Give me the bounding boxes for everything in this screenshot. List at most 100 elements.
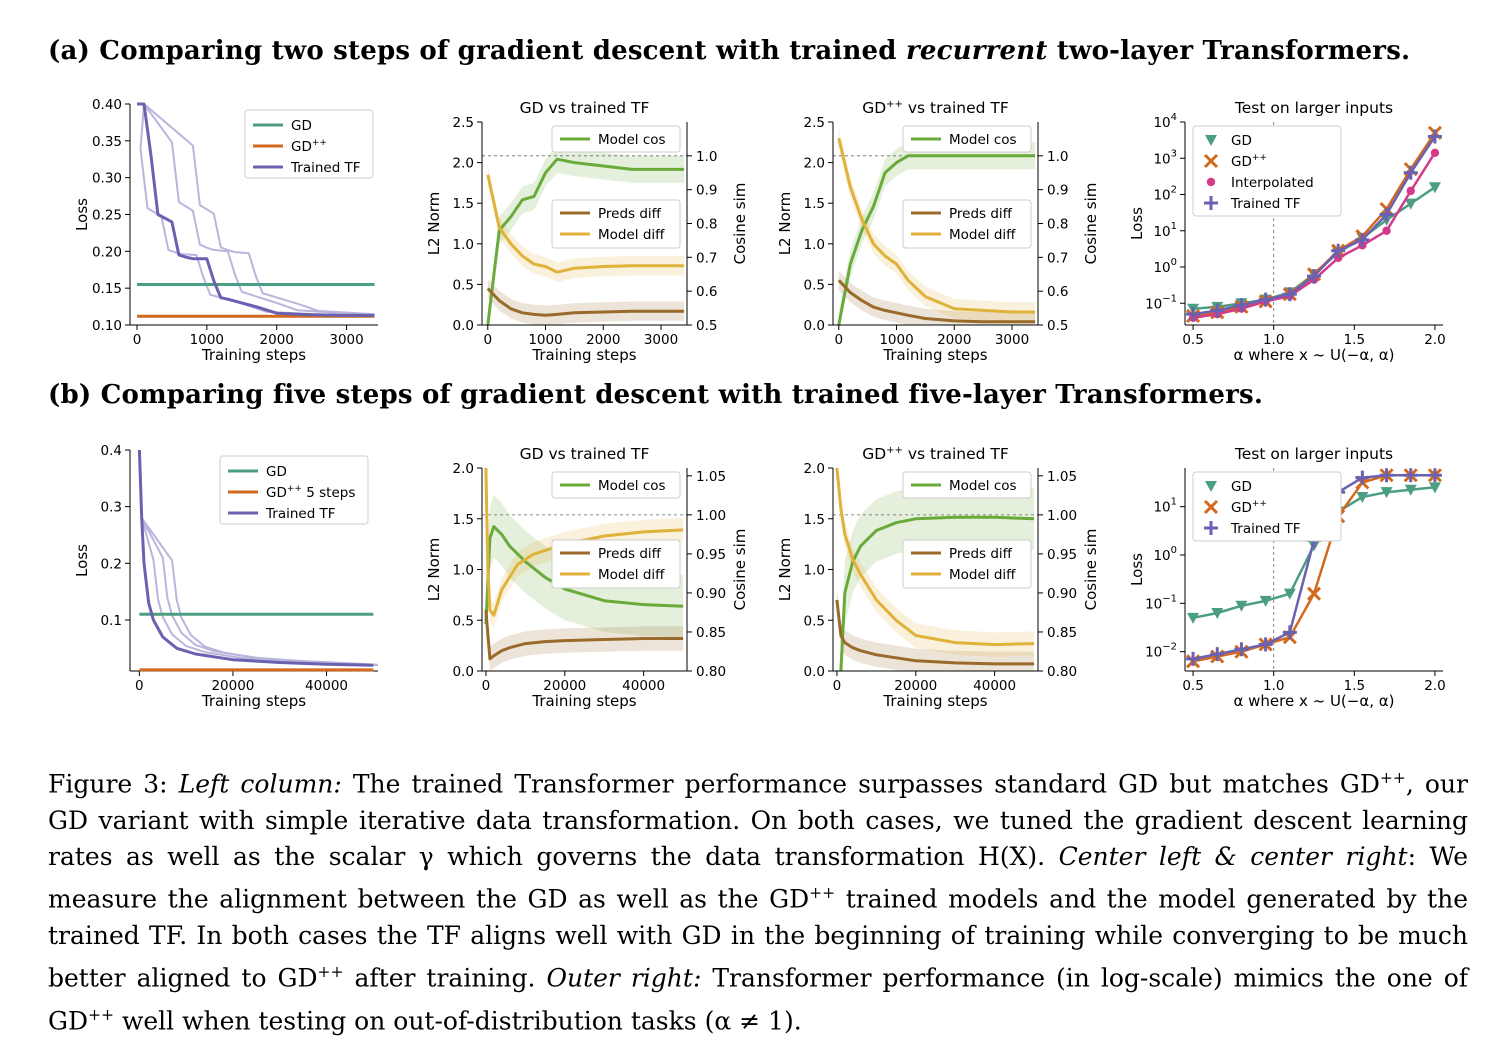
data-point xyxy=(1404,198,1417,210)
uncertainty-band xyxy=(840,486,1035,671)
data-point xyxy=(1355,470,1370,485)
y-tick-label: 0.0 xyxy=(804,664,825,680)
legend-label: GD++ 5 steps xyxy=(266,484,355,501)
uncertainty-band xyxy=(485,597,684,671)
chart-title: Test on larger inputs xyxy=(1234,445,1393,463)
y-tick-label: 2.0 xyxy=(453,461,474,477)
y2-tick-label: 0.90 xyxy=(696,586,726,602)
y2-tick-label: 1.05 xyxy=(696,469,726,485)
data-point xyxy=(1282,287,1297,302)
y-tick-label: 0.4 xyxy=(101,443,122,459)
legend-label: Model diff xyxy=(598,227,665,243)
y-tick-label: 10−1 xyxy=(1145,593,1177,612)
y-tick-label: 2.0 xyxy=(804,461,825,477)
series-line xyxy=(486,157,685,326)
legend-label: Model cos xyxy=(598,478,666,494)
legend-label: Trained TF xyxy=(1230,196,1301,212)
data-point xyxy=(1355,232,1370,247)
chart-title: Test on larger inputs xyxy=(1234,99,1393,117)
x-axis-label: Training steps xyxy=(201,346,306,364)
x-tick-label: 0 xyxy=(834,332,843,348)
legend-label: GD xyxy=(1231,479,1252,495)
y-tick-label: 2.0 xyxy=(804,156,825,172)
x-tick-label: 20000 xyxy=(211,678,254,694)
data-point xyxy=(1404,484,1417,496)
chart-b-gd-vs-tf: GD vs trained TF 0.0 0.5 1.0 1.5 2.0 0.80 0.85 0… xyxy=(425,445,749,710)
series-line xyxy=(484,467,684,617)
y2-axis-label: Cosine sim xyxy=(1082,529,1100,611)
y-tick-label: 0.15 xyxy=(92,281,122,297)
y2-tick-label: 0.8 xyxy=(696,217,717,233)
legend-box xyxy=(551,125,681,153)
data-point xyxy=(1333,253,1343,263)
series-line xyxy=(837,279,1036,324)
y-tick-label: 102 xyxy=(1153,185,1177,204)
y-tick-label: 1.5 xyxy=(453,512,474,528)
legend-label: Model cos xyxy=(949,478,1017,494)
data-point xyxy=(1186,651,1201,666)
y2-axis-label: Cosine sim xyxy=(1082,183,1100,265)
series-line xyxy=(486,174,685,274)
legend-marker xyxy=(1203,499,1219,515)
x-axis-label: Training steps xyxy=(882,692,987,710)
x-axis-label: Training steps xyxy=(531,692,636,710)
y2-tick-label: 0.5 xyxy=(1047,318,1068,334)
legend-label: GD xyxy=(266,464,287,480)
legend-label: GD++ xyxy=(1231,499,1267,516)
series-line xyxy=(835,467,1035,647)
uncertainty-band xyxy=(487,278,685,325)
data-point xyxy=(1210,647,1225,662)
data-point xyxy=(1382,226,1391,235)
y-tick-label: 10−1 xyxy=(1145,293,1177,312)
data-point xyxy=(1282,625,1297,640)
y-tick-label: 2.5 xyxy=(804,115,825,131)
faded-run-line xyxy=(137,103,375,316)
series-line xyxy=(835,599,1035,666)
data-point xyxy=(1234,298,1249,313)
x-tick-label: 3000 xyxy=(329,332,363,348)
series-line xyxy=(486,287,685,317)
chart-a-loss: 0.10 0.15 0.20 0.25 0.30 0.35 0.40 0 1000 2000 300… xyxy=(73,97,378,364)
y-tick-label: 0.0 xyxy=(453,664,474,680)
y-tick-label: 0.5 xyxy=(804,613,825,629)
data-point xyxy=(1187,612,1200,624)
x-tick-label: 0 xyxy=(833,678,842,694)
x-axis-label: Training steps xyxy=(882,346,987,364)
y2-tick-label: 0.6 xyxy=(1047,284,1068,300)
legend-label: GD++ xyxy=(291,138,327,155)
y2-tick-label: 1.00 xyxy=(696,508,726,524)
y-axis-label: Loss xyxy=(1128,207,1146,240)
y-tick-label: 0.20 xyxy=(92,244,122,260)
data-point xyxy=(1356,492,1369,503)
chart-a-larger-inputs: Test on larger inputs 0.5 1.0 1.5 2.0 α where… xyxy=(1128,99,1446,364)
x-axis-label: Training steps xyxy=(531,346,636,364)
legend-label: Preds diff xyxy=(949,546,1013,562)
y-tick-label: 0.5 xyxy=(453,613,474,629)
x-tick-label: 2.0 xyxy=(1424,332,1445,348)
data-point xyxy=(1186,307,1201,322)
legend-box xyxy=(551,471,681,499)
data-point xyxy=(1306,586,1322,601)
legend-box xyxy=(1192,471,1342,542)
x-tick-label: 1.0 xyxy=(1263,678,1284,694)
x-tick-label: 3000 xyxy=(995,332,1029,348)
y-tick-label: 0.40 xyxy=(92,97,122,113)
y-tick-label: 100 xyxy=(1153,257,1177,276)
faded-run-line xyxy=(137,103,365,317)
y2-tick-label: 0.80 xyxy=(1047,664,1077,680)
x-axis-label: α where x ~ U(−α, α) xyxy=(1233,692,1394,710)
legend-label: GD xyxy=(291,118,312,134)
y-tick-label: 1.0 xyxy=(804,237,825,253)
y-tick-label: 100 xyxy=(1153,545,1177,564)
x-tick-label: 40000 xyxy=(622,678,665,694)
chart-a-gd-vs-tf: GD vs trained TF 0.0 0.5 1.0 1.5 2.0 2.5 0.5 0.6… xyxy=(425,99,749,364)
x-axis-label: Training steps xyxy=(201,692,306,710)
legend-box xyxy=(219,455,369,525)
y2-tick-label: 0.9 xyxy=(696,183,717,199)
legend-marker xyxy=(1205,481,1217,492)
y-tick-label: 1.5 xyxy=(453,196,474,212)
data-point xyxy=(1430,148,1440,158)
x-tick-label: 0 xyxy=(482,678,491,694)
series-line xyxy=(837,137,1036,314)
x-axis-label: α where x ~ U(−α, α) xyxy=(1233,346,1394,364)
